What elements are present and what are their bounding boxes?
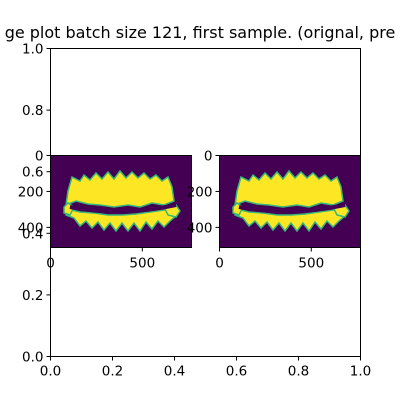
panel2-frame (219, 155, 361, 248)
y-tick-label: 0.8 (22, 103, 43, 119)
y-tick-label: 0.4 (22, 226, 43, 242)
y-tick-label: 400 (187, 220, 213, 236)
y-tick-label: 200 (18, 184, 44, 200)
y-tick-label: 1.0 (22, 42, 43, 58)
panel1-frame (50, 155, 192, 248)
y-tick-label: 200 (187, 184, 213, 200)
panel1-y-ticks: 0 200 400 (18, 149, 51, 236)
teeth-mask-image (232, 170, 350, 232)
y-tick-label: 0 (35, 149, 44, 165)
y-tick-label: 0.0 (22, 350, 43, 366)
outer-x-ticks: 0.0 0.2 0.4 0.6 0.8 1.0 (40, 356, 371, 380)
figure-title: ge plot batch size 121, first sample. (o… (5, 23, 396, 42)
outer-axes: 0.0 0.2 0.4 0.6 0.8 1.0 0.0 0.2 0.4 0.6 0.8 1.0 (22, 42, 371, 380)
image-panel-original: 0 500 0 200 400 (18, 149, 192, 272)
x-tick-label: 0.4 (164, 364, 185, 380)
image-prediction (219, 155, 361, 248)
y-tick-label: 0 (204, 149, 213, 165)
x-tick-label: 0 (46, 256, 55, 272)
image-panel-prediction: 0 500 0 200 400 (187, 149, 361, 272)
x-tick-label: 0.8 (288, 364, 309, 380)
y-tick-label: 400 (18, 220, 44, 236)
x-tick-label: 500 (129, 256, 155, 272)
y-tick-label: 0.6 (22, 165, 43, 181)
x-tick-label: 0.2 (102, 364, 123, 380)
x-tick-label: 0.0 (40, 364, 61, 380)
outer-y-ticks: 0.0 0.2 0.4 0.6 0.8 1.0 (22, 42, 51, 366)
teeth-mask-image (63, 170, 181, 232)
x-tick-label: 0.6 (226, 364, 247, 380)
x-tick-label: 1.0 (350, 364, 371, 380)
x-tick-label: 0 (215, 256, 224, 272)
panel2-x-ticks: 0 500 (215, 247, 324, 272)
x-tick-label: 500 (298, 256, 324, 272)
panel1-x-ticks: 0 500 (46, 247, 155, 272)
y-tick-label: 0.2 (22, 288, 43, 304)
image-original (50, 155, 192, 248)
panel2-y-ticks: 0 200 400 (187, 149, 220, 236)
